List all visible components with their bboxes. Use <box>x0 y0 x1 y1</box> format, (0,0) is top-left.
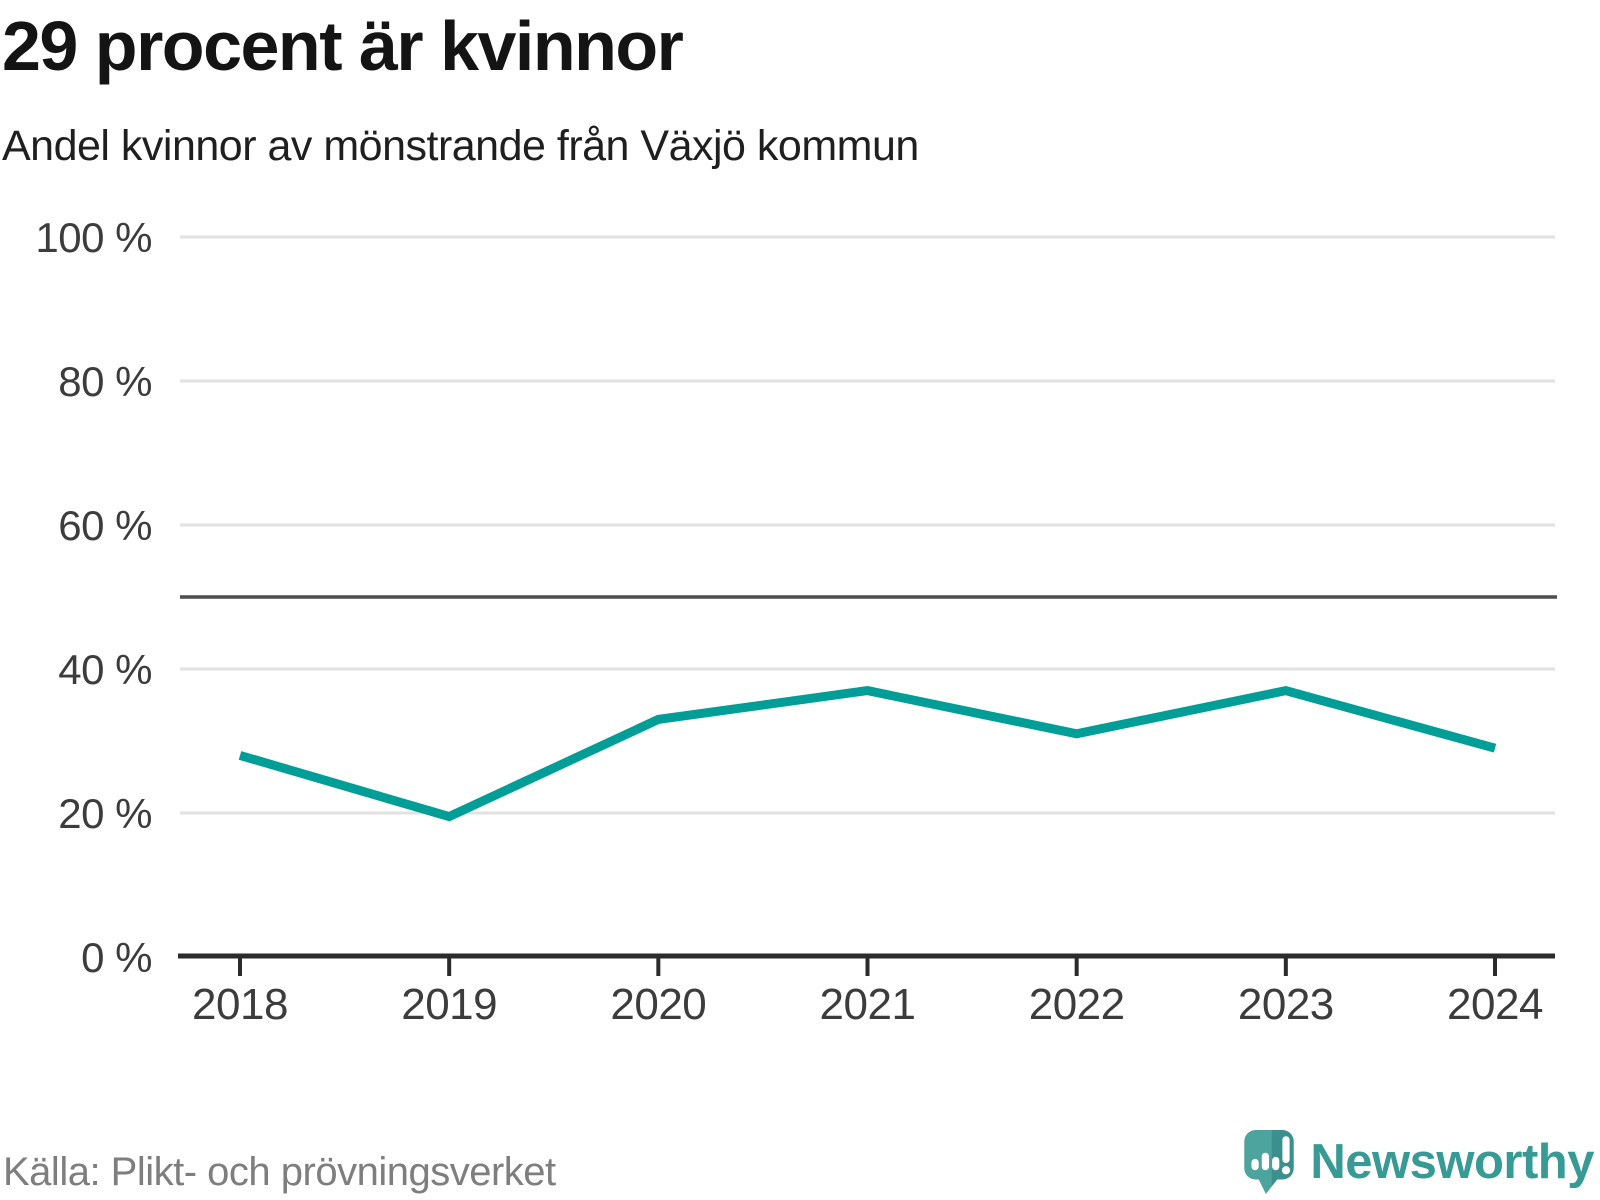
x-tick-label: 2020 <box>610 980 706 1029</box>
x-tick-label: 2023 <box>1238 980 1334 1029</box>
x-tick-label: 2022 <box>1029 980 1125 1029</box>
brand-lockup: Newsworthy <box>1242 1128 1594 1196</box>
brand-name: Newsworthy <box>1310 1135 1594 1189</box>
y-tick-label: 20 % <box>58 790 152 837</box>
bar-2 <box>1262 1152 1270 1171</box>
x-tick-label: 2018 <box>192 980 288 1029</box>
y-tick-label: 80 % <box>58 358 152 405</box>
source-text: Källa: Plikt- och prövningsverket <box>3 1150 556 1194</box>
data-line-andel-kvinnor-av-mönstrande <box>238 685 1497 822</box>
bar-1 <box>1251 1158 1260 1171</box>
bar-3 <box>1272 1156 1280 1171</box>
x-tick-label: 2021 <box>820 980 916 1029</box>
x-tick-label: 2019 <box>401 980 497 1029</box>
y-tick-label: 40 % <box>58 646 152 693</box>
y-tick-label: 0 % <box>81 934 152 981</box>
x-tick-label: 2024 <box>1447 980 1543 1029</box>
page-title: 29 procent är kvinnor <box>2 7 684 85</box>
y-tick-label: 100 % <box>35 214 152 261</box>
chart-subtitle: Andel kvinnor av mönstrande från Växjö k… <box>2 122 919 170</box>
y-tick-label: 60 % <box>58 502 152 549</box>
exclamation-stem <box>1282 1136 1290 1164</box>
exclamation-dot <box>1282 1166 1291 1175</box>
newsworthy-logo-icon <box>1244 1130 1295 1194</box>
